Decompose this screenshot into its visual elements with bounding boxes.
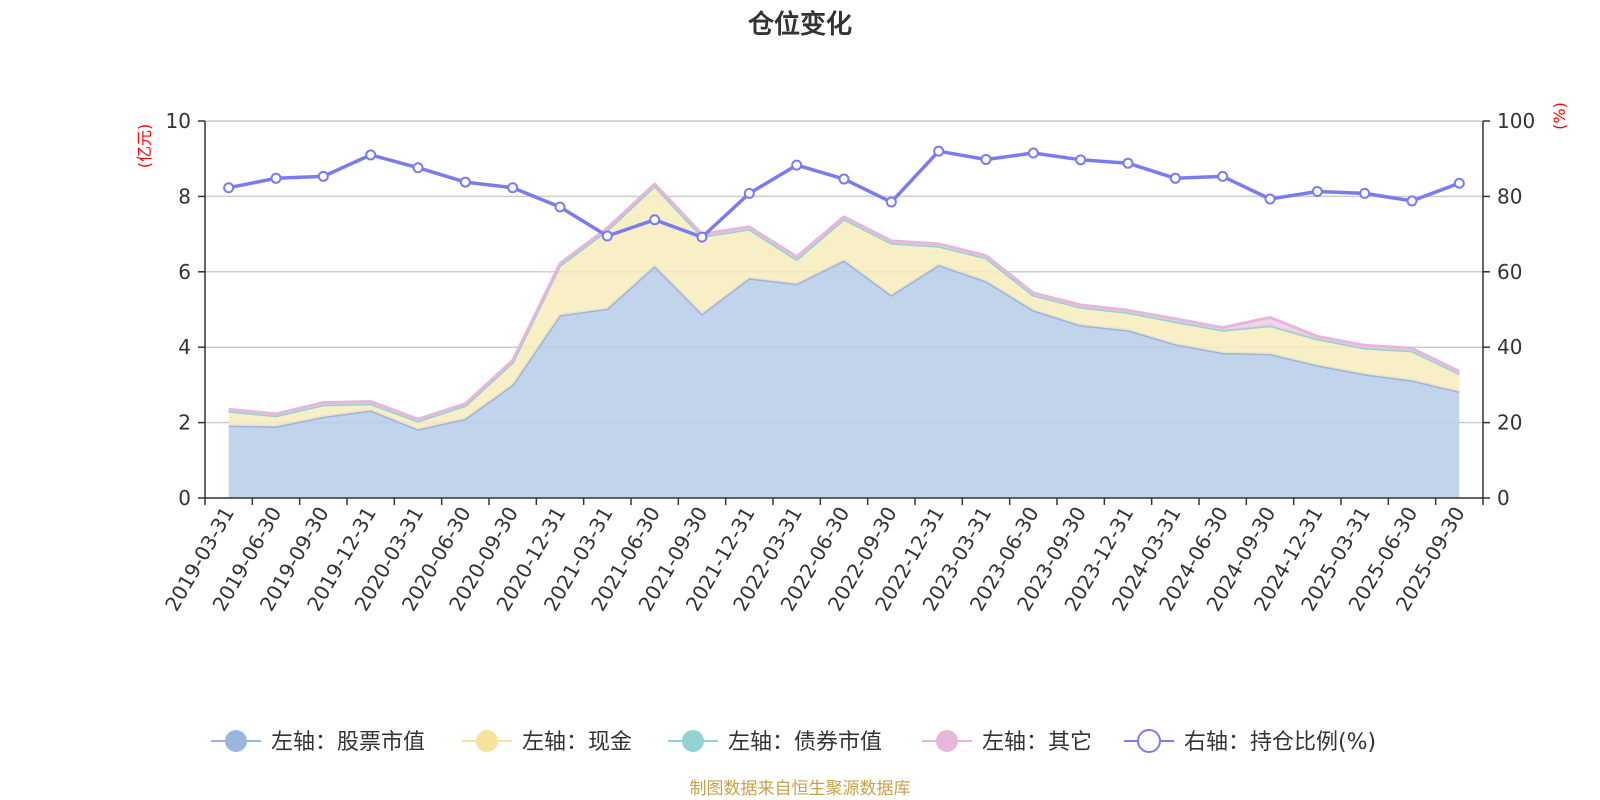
legend-item[interactable]: 左轴：债券市值 — [668, 730, 882, 755]
holding-ratio-point — [933, 145, 945, 157]
legend-marker — [1137, 729, 1161, 753]
chart-title: 仓位变化 — [747, 9, 852, 40]
legend: 左轴：股票市值 左轴：现金 左轴：债券市值 左轴：其它 右轴：持仓比例(%) — [211, 729, 1376, 755]
right-tick-label: 20 — [1497, 411, 1522, 435]
left-tick-label: 6 — [178, 260, 191, 284]
legend-marker — [936, 730, 958, 752]
holding-ratio-point — [885, 196, 897, 208]
holding-ratio-point — [459, 176, 471, 188]
left-tick-label: 0 — [178, 486, 191, 510]
holding-ratio-point — [1169, 172, 1181, 184]
left-tick-label: 10 — [166, 109, 191, 133]
legend-marker — [476, 730, 498, 752]
left-tick-label: 8 — [178, 184, 191, 208]
holding-ratio-point — [743, 187, 755, 199]
holding-ratio-point — [791, 159, 803, 171]
holding-ratio-point — [1311, 185, 1323, 197]
area-edge-3 — [228, 182, 1460, 421]
holding-ratio-point — [601, 230, 613, 242]
right-tick-label: 40 — [1497, 335, 1522, 359]
right-tick-label: 0 — [1497, 486, 1510, 510]
holding-ratio-point — [223, 182, 235, 194]
right-tick-label: 100 — [1497, 109, 1535, 133]
holding-ratio-point — [365, 149, 377, 161]
legend-label: 右轴：持仓比例(%) — [1184, 730, 1376, 755]
holding-ratio-point — [1264, 193, 1276, 205]
holding-ratio-point — [507, 182, 519, 194]
legend-label: 左轴：债券市值 — [728, 730, 882, 755]
left-axis-unit: (亿元) — [135, 124, 154, 169]
holding-ratio-point — [1027, 147, 1039, 159]
holding-ratio-point — [1406, 195, 1418, 207]
holding-ratio-point — [1453, 177, 1465, 189]
legend-item[interactable]: 左轴：其它 — [922, 730, 1092, 755]
holding-ratio-point — [270, 172, 282, 184]
holding-ratio-point — [554, 201, 566, 213]
holding-ratio-point — [696, 231, 708, 243]
holding-ratio-point — [1359, 187, 1371, 199]
line-series — [223, 145, 1465, 243]
right-tick-label: 60 — [1497, 260, 1522, 284]
legend-item[interactable]: 右轴：持仓比例(%) — [1124, 729, 1376, 755]
legend-marker — [225, 730, 247, 752]
holding-ratio-point — [649, 214, 661, 226]
source-note: 制图数据来自恒生聚源数据库 — [690, 779, 911, 799]
legend-item[interactable]: 左轴：股票市值 — [211, 730, 425, 755]
left-tick-label: 4 — [178, 335, 191, 359]
holding-ratio-point — [838, 173, 850, 185]
legend-label: 左轴：股票市值 — [271, 730, 425, 755]
area-0 — [228, 260, 1460, 498]
legend-marker — [682, 730, 704, 752]
holding-ratio-point — [980, 153, 992, 165]
legend-label: 左轴：现金 — [522, 730, 632, 755]
legend-label: 左轴：其它 — [982, 730, 1092, 755]
holding-ratio-point — [1217, 170, 1229, 182]
area-series — [228, 182, 1460, 498]
left-tick-label: 2 — [178, 411, 191, 435]
holding-ratio-point — [317, 170, 329, 182]
legend-item[interactable]: 左轴：现金 — [462, 730, 632, 755]
holding-ratio-point — [412, 162, 424, 174]
holding-ratio-point — [1075, 154, 1087, 166]
holding-ratio-point — [1122, 157, 1134, 169]
right-axis-unit: (%) — [1550, 102, 1569, 130]
right-tick-label: 80 — [1497, 184, 1522, 208]
